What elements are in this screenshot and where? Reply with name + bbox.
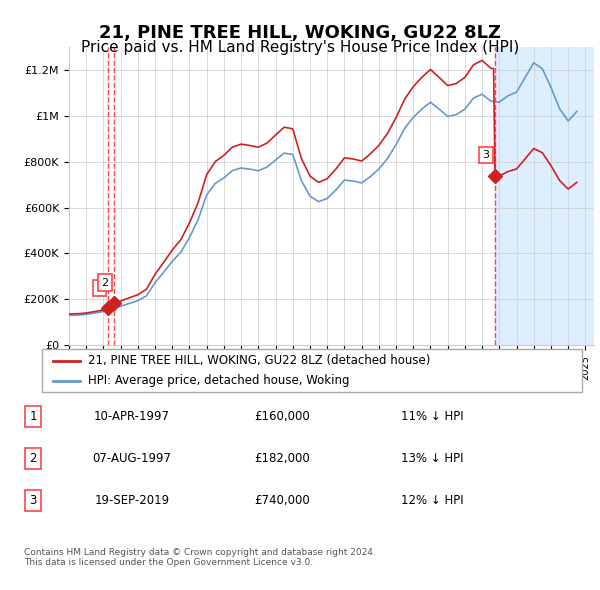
Text: 11% ↓ HPI: 11% ↓ HPI bbox=[401, 411, 463, 424]
Text: 19-SEP-2019: 19-SEP-2019 bbox=[94, 494, 170, 507]
Text: £160,000: £160,000 bbox=[254, 411, 310, 424]
Text: 21, PINE TREE HILL, WOKING, GU22 8LZ: 21, PINE TREE HILL, WOKING, GU22 8LZ bbox=[99, 24, 501, 42]
Text: HPI: Average price, detached house, Woking: HPI: Average price, detached house, Woki… bbox=[88, 374, 349, 387]
Text: 2: 2 bbox=[101, 278, 109, 288]
Text: £182,000: £182,000 bbox=[254, 452, 310, 466]
Text: 07-AUG-1997: 07-AUG-1997 bbox=[92, 452, 172, 466]
Text: Contains HM Land Registry data © Crown copyright and database right 2024.
This d: Contains HM Land Registry data © Crown c… bbox=[24, 548, 376, 567]
Text: 3: 3 bbox=[29, 494, 37, 507]
Text: Price paid vs. HM Land Registry's House Price Index (HPI): Price paid vs. HM Land Registry's House … bbox=[81, 40, 519, 55]
Text: 21, PINE TREE HILL, WOKING, GU22 8LZ (detached house): 21, PINE TREE HILL, WOKING, GU22 8LZ (de… bbox=[88, 355, 430, 368]
Text: 2: 2 bbox=[29, 452, 37, 466]
Text: 10-APR-1997: 10-APR-1997 bbox=[94, 411, 170, 424]
Text: 3: 3 bbox=[482, 150, 490, 160]
Bar bbox=[494, 47, 594, 345]
Text: 1: 1 bbox=[29, 411, 37, 424]
FancyBboxPatch shape bbox=[42, 349, 582, 392]
Text: 13% ↓ HPI: 13% ↓ HPI bbox=[401, 452, 463, 466]
Text: 1: 1 bbox=[96, 283, 103, 293]
Text: 12% ↓ HPI: 12% ↓ HPI bbox=[401, 494, 463, 507]
Text: £740,000: £740,000 bbox=[254, 494, 310, 507]
